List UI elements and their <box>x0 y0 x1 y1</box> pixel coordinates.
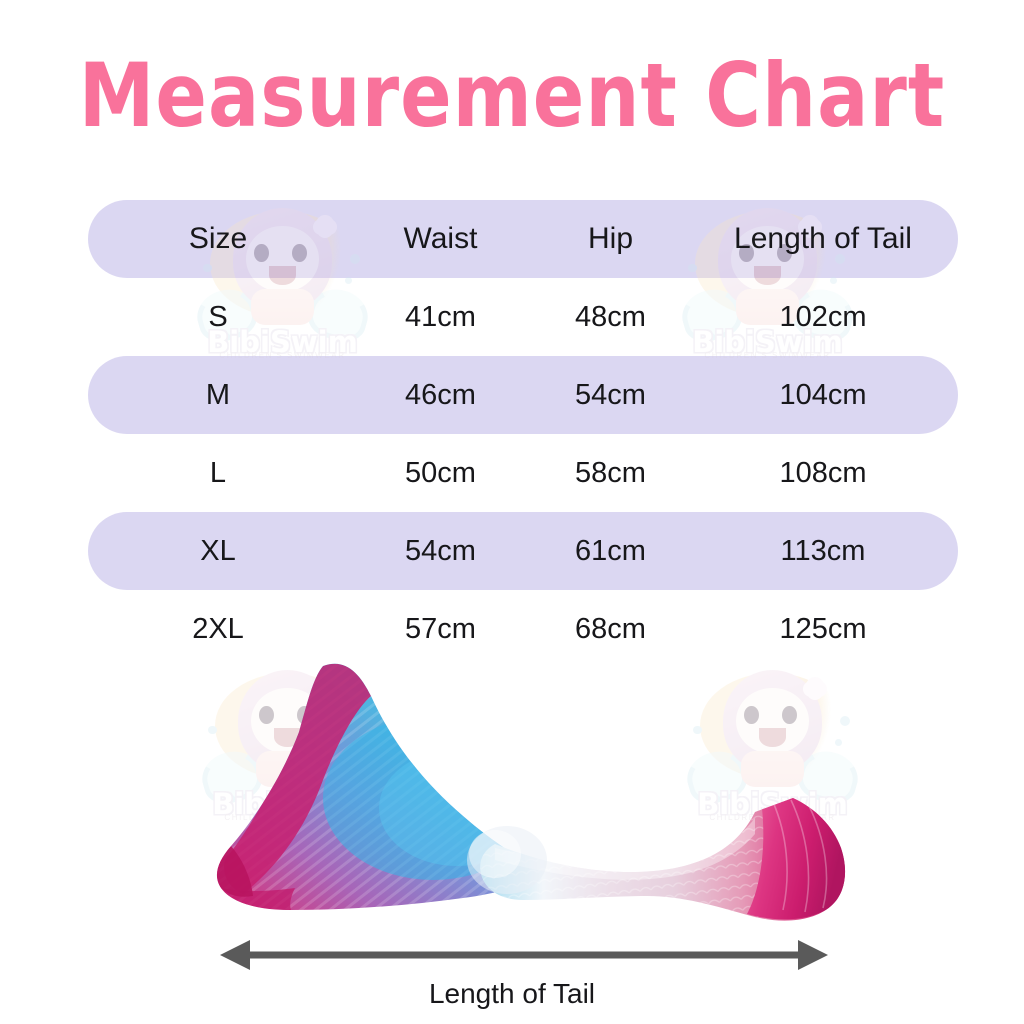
table-row: L 50cm 58cm 108cm <box>88 434 958 512</box>
cell-hip: 48cm <box>575 300 646 333</box>
cell-hip: 58cm <box>575 456 646 489</box>
cell-waist: 57cm <box>405 612 476 645</box>
column-header-hip: Hip <box>587 222 633 255</box>
cell-waist: 54cm <box>405 534 476 567</box>
cell-waist: 41cm <box>405 300 476 333</box>
cell-size: M <box>205 378 231 411</box>
table-row: M 46cm 54cm 104cm <box>88 356 958 434</box>
column-header-waist: Waist <box>403 222 478 255</box>
cell-size: 2XL <box>192 612 244 645</box>
cell-length: 104cm <box>779 378 867 411</box>
double-arrow-icon <box>220 940 828 970</box>
cell-hip: 68cm <box>575 612 646 645</box>
measure-arrow-label: Length of Tail <box>428 978 596 1009</box>
length-measure-arrow <box>220 938 828 972</box>
table-row: XL 54cm 61cm 113cm <box>88 512 958 590</box>
cell-waist: 46cm <box>405 378 476 411</box>
cell-waist: 50cm <box>405 456 476 489</box>
table-row: S 41cm 48cm 102cm <box>88 278 958 356</box>
cell-hip: 54cm <box>575 378 646 411</box>
table-header-row: Size Waist Hip Length of Tail <box>88 200 958 278</box>
cell-length: 102cm <box>779 300 867 333</box>
cell-size: S <box>208 300 228 333</box>
cell-length: 125cm <box>779 612 867 645</box>
table-row: 2XL 57cm 68cm 125cm <box>88 590 958 668</box>
page-title: Measurement Chart <box>78 43 946 148</box>
mermaid-tail-illustration <box>216 663 846 921</box>
mermaid-tail-image <box>195 648 855 938</box>
cell-size: L <box>209 456 227 489</box>
measurement-table: Size Waist Hip Length of Tail S 41cm 48c… <box>88 200 958 668</box>
column-header-size: Size <box>188 222 248 255</box>
cell-length: 108cm <box>779 456 867 489</box>
cell-length: 113cm <box>780 534 866 567</box>
cell-hip: 61cm <box>575 534 646 567</box>
cell-size: XL <box>200 534 236 567</box>
column-header-length: Length of Tail <box>734 222 912 255</box>
